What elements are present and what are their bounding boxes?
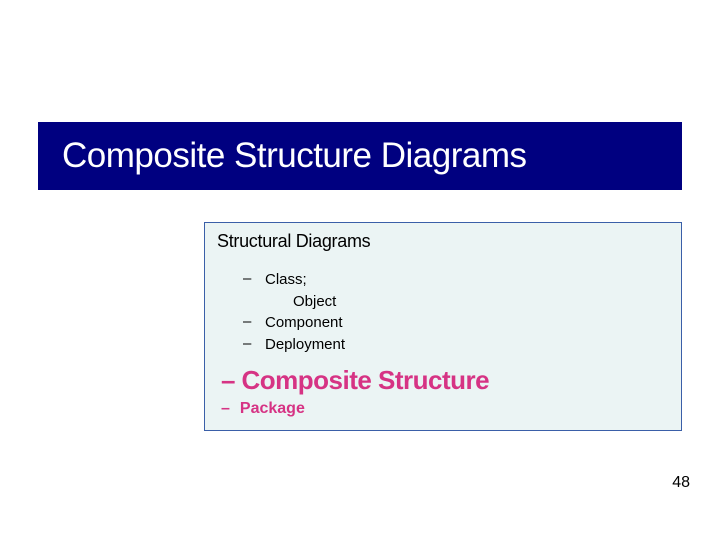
item-label: Component: [265, 313, 343, 333]
last-item: – Package: [221, 400, 669, 418]
dash-icon: –: [221, 365, 235, 396]
list-item: – Deployment: [243, 335, 669, 355]
highlight-item: – Composite Structure: [221, 365, 669, 396]
dash-icon: –: [243, 313, 255, 330]
item-label: Deployment: [265, 335, 345, 355]
item-label: Class;: [265, 270, 307, 290]
item-label-sub: Object: [293, 292, 669, 312]
dash-icon: –: [243, 270, 255, 287]
last-label: Package: [240, 400, 305, 418]
list-item: – Component: [243, 313, 669, 333]
slide: Composite Structure Diagrams Structural …: [0, 0, 720, 540]
slide-title: Composite Structure Diagrams: [62, 136, 527, 176]
page-number: 48: [672, 474, 690, 492]
dash-icon: –: [221, 400, 230, 418]
highlight-label: Composite Structure: [241, 365, 489, 396]
small-items-group: – Class; Object – Component – Deployment: [243, 270, 669, 355]
list-item: – Class;: [243, 270, 669, 290]
title-bar: Composite Structure Diagrams: [38, 122, 682, 190]
info-box-title: Structural Diagrams: [217, 231, 669, 252]
dash-icon: –: [243, 335, 255, 352]
info-box: Structural Diagrams – Class; Object – Co…: [204, 222, 682, 431]
